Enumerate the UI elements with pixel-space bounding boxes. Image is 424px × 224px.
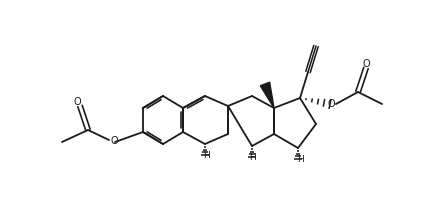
Text: O: O: [362, 59, 370, 69]
Text: O: O: [327, 99, 335, 109]
Text: H: H: [250, 153, 257, 162]
Text: H: H: [203, 151, 209, 159]
Text: O: O: [73, 97, 81, 107]
Text: O: O: [110, 136, 118, 146]
Polygon shape: [260, 82, 274, 108]
Text: H: H: [297, 155, 304, 164]
